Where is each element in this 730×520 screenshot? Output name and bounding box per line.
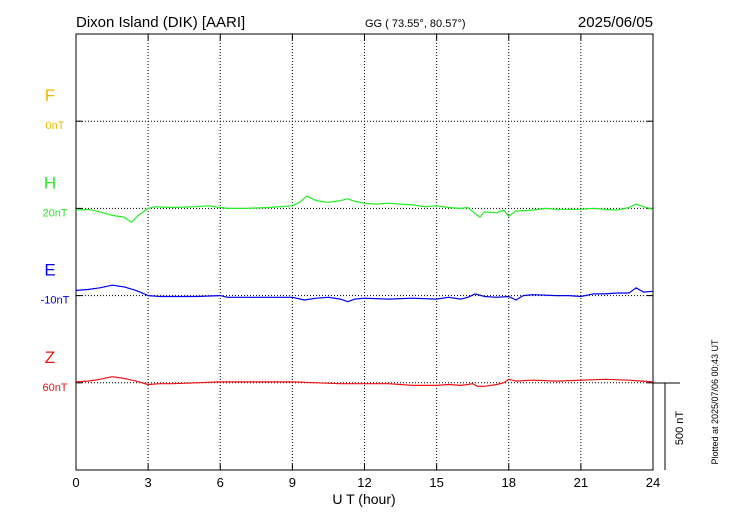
x-axis-label: U T (hour) xyxy=(332,491,395,507)
date-label: 2025/06/05 xyxy=(578,14,653,31)
series-name-f: F xyxy=(45,86,55,105)
x-tick-label: 9 xyxy=(289,475,296,490)
series-line-e xyxy=(75,284,654,303)
series-offset-f: 0nT xyxy=(46,120,65,132)
series-offset-h: 20nT xyxy=(42,207,67,219)
x-tick-label: 12 xyxy=(357,475,371,490)
scale-bar-label: 500 nT xyxy=(674,411,686,446)
series-name-e: E xyxy=(44,261,55,280)
series-offset-e: -10nT xyxy=(41,295,70,307)
x-tick-label: 15 xyxy=(429,475,443,490)
plotted-note: Plotted at 2025/07/06 00:43 UT xyxy=(710,339,720,465)
x-tick-label: 18 xyxy=(502,475,516,490)
coordinates-label: GG ( 73.55°, 80.57°) xyxy=(365,18,466,30)
station-title: Dixon Island (DIK) [AARI] xyxy=(76,14,245,31)
series-lines xyxy=(75,195,654,387)
series-name-h: H xyxy=(44,173,56,192)
series-labels: F 0nT H 20nT E -10nT Z 60nT xyxy=(41,86,70,394)
x-tick-label: 24 xyxy=(646,475,660,490)
x-tick-label: 21 xyxy=(574,475,588,490)
x-tick-label: 6 xyxy=(217,475,224,490)
series-line-z xyxy=(75,376,654,387)
series-offset-z: 60nT xyxy=(42,382,67,394)
x-tick-label: 0 xyxy=(72,475,79,490)
plot-frame xyxy=(75,33,654,471)
x-tick-label: 3 xyxy=(145,475,152,490)
axis-ticks: 0 3 6 9 12 15 18 21 24 xyxy=(72,34,660,490)
series-line-h xyxy=(75,195,654,223)
series-name-z: Z xyxy=(45,348,55,367)
grid-lines xyxy=(76,34,653,470)
